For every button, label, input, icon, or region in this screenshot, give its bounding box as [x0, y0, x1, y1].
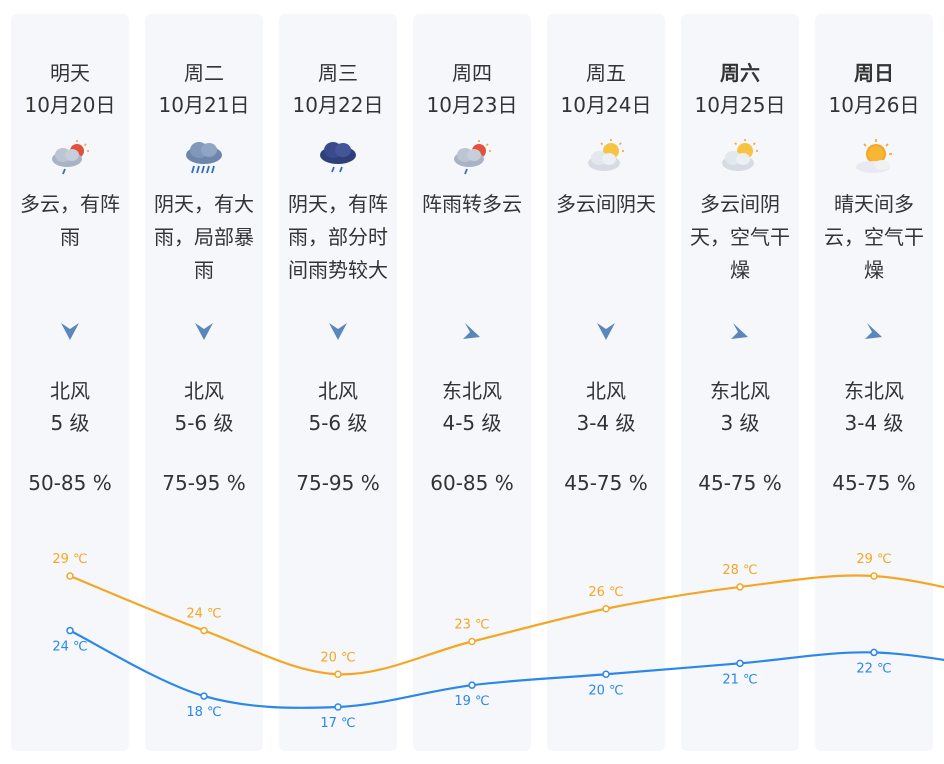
- sunny-cloudy-icon: [852, 138, 896, 178]
- weather-description: 晴天间多云，空气干燥: [824, 192, 924, 282]
- forecast-day-card: 周日 10月26日晴天间多云，空气干燥东北风 3-4 级 45-75 %: [815, 14, 933, 751]
- day-date: 10月24日: [560, 93, 652, 117]
- north-wind-arrow-icon: [193, 320, 215, 342]
- cloudy-shower-icon: [48, 138, 92, 178]
- north-wind-arrow-icon: [595, 320, 617, 342]
- humidity: 50-85 %: [28, 471, 112, 495]
- weather-description: 阴天，有阵雨，部分时间雨势较大: [288, 192, 388, 282]
- wind-direction: 东北风: [442, 379, 502, 403]
- day-name: 周日: [854, 61, 894, 85]
- day-name: 周三: [318, 61, 358, 85]
- day-name: 周二: [184, 61, 224, 85]
- wind-level: 4-5 级: [442, 411, 502, 435]
- wind-direction: 北风: [586, 379, 626, 403]
- wind-level: 5 级: [50, 411, 90, 435]
- wind-direction: 北风: [50, 379, 90, 403]
- forecast-day-card: 周三 10月22日阴天，有阵雨，部分时间雨势较大北风 5-6 级 75-95 %: [279, 14, 397, 751]
- day-date: 10月26日: [828, 93, 920, 117]
- partly-cloudy-icon: [584, 138, 628, 178]
- wind-direction: 东北风: [844, 379, 904, 403]
- wind-level: 3 级: [720, 411, 760, 435]
- wind-direction: 东北风: [710, 379, 770, 403]
- northeast-wind-arrow-icon: [863, 320, 885, 342]
- day-date: 10月23日: [426, 93, 518, 117]
- day-date: 10月22日: [292, 93, 384, 117]
- wind-level: 5-6 级: [308, 411, 368, 435]
- partly-cloudy-icon: [718, 138, 762, 178]
- north-wind-arrow-icon: [59, 320, 81, 342]
- humidity: 45-75 %: [832, 471, 916, 495]
- forecast-day-card: 周二 10月21日阴天，有大雨，局部暴雨北风 5-6 级 75-95 %: [145, 14, 263, 751]
- day-name: 周六: [720, 61, 760, 85]
- humidity: 75-95 %: [296, 471, 380, 495]
- humidity: 45-75 %: [564, 471, 648, 495]
- day-name: 明天: [50, 61, 90, 85]
- forecast-day-card: 明天 10月20日多云，有阵雨北风 5 级 50-85 %: [11, 14, 129, 751]
- wind-level: 3-4 级: [844, 411, 904, 435]
- forecast-day-card: 周六 10月25日多云间阴天，空气干燥东北风 3 级 45-75 %: [681, 14, 799, 751]
- weather-description: 多云间阴天: [556, 192, 656, 216]
- overcast-shower-icon: [316, 138, 360, 178]
- weather-description: 多云，有阵雨: [20, 192, 120, 249]
- humidity: 75-95 %: [162, 471, 246, 495]
- humidity: 45-75 %: [698, 471, 782, 495]
- northeast-wind-arrow-icon: [461, 320, 483, 342]
- north-wind-arrow-icon: [327, 320, 349, 342]
- forecast-day-card: 周五 10月24日 多云间阴天北风 3-4 级 45-75 %: [547, 14, 665, 751]
- wind-level: 3-4 级: [576, 411, 636, 435]
- heavy-rain-icon: [182, 138, 226, 178]
- forecast-day-card: 周四 10月23日 阵雨转多云东北风 4-5 级 60-85 %: [413, 14, 531, 751]
- weather-description: 多云间阴天，空气干燥: [690, 192, 790, 282]
- humidity: 60-85 %: [430, 471, 514, 495]
- weather-description: 阵雨转多云: [422, 192, 522, 216]
- wind-direction: 北风: [318, 379, 358, 403]
- cloudy-shower-icon: [450, 138, 494, 178]
- day-date: 10月25日: [694, 93, 786, 117]
- wind-direction: 北风: [184, 379, 224, 403]
- northeast-wind-arrow-icon: [729, 320, 751, 342]
- day-name: 周五: [586, 61, 626, 85]
- weather-description: 阴天，有大雨，局部暴雨: [154, 192, 254, 282]
- wind-level: 5-6 级: [174, 411, 234, 435]
- day-date: 10月21日: [158, 93, 250, 117]
- day-date: 10月20日: [24, 93, 116, 117]
- day-name: 周四: [452, 61, 492, 85]
